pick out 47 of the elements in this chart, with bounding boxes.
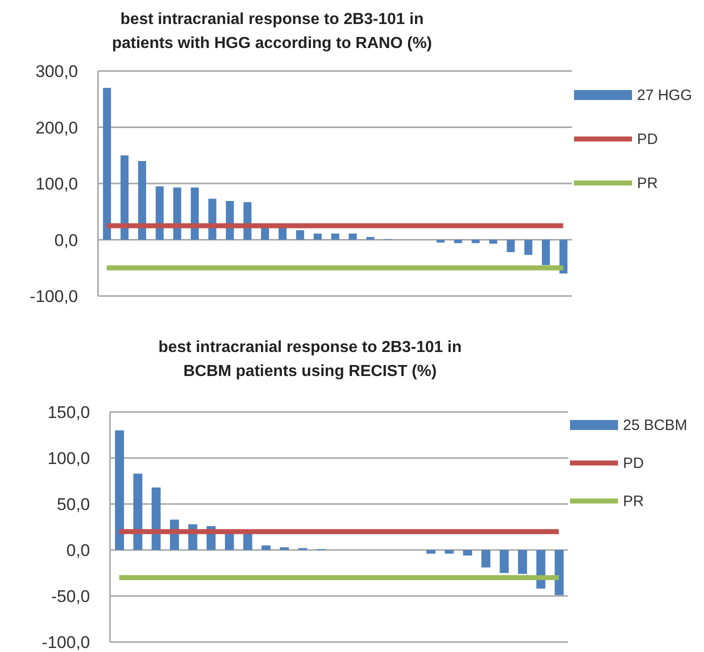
bar bbox=[152, 487, 161, 550]
legend-label: PR bbox=[637, 174, 658, 192]
bar bbox=[559, 240, 568, 274]
bar bbox=[120, 155, 129, 240]
bar bbox=[331, 234, 340, 240]
bar bbox=[518, 550, 528, 574]
bar bbox=[280, 547, 289, 550]
y-tick-label: 200,0 bbox=[35, 118, 78, 138]
y-tick-label: 0,0 bbox=[54, 230, 78, 250]
bar bbox=[554, 550, 564, 596]
y-tick-label: 0,0 bbox=[66, 541, 90, 560]
bar bbox=[444, 550, 454, 554]
legend-label: 27 HGG bbox=[637, 86, 692, 104]
bar bbox=[156, 186, 164, 240]
bar bbox=[481, 550, 490, 568]
chart-title: best intracranial response to 2B3-101 in BCBM patients using RECIST (%) bbox=[157, 338, 463, 382]
y-tick-label: -100,0 bbox=[30, 287, 78, 306]
bar bbox=[138, 161, 146, 240]
bar bbox=[296, 230, 304, 240]
bar bbox=[348, 234, 357, 240]
y-tick-label: 300,0 bbox=[35, 62, 78, 82]
bar bbox=[524, 240, 532, 255]
bar bbox=[243, 532, 252, 550]
legend-label: PD bbox=[637, 130, 658, 148]
y-tick-label: 50,0 bbox=[56, 495, 90, 514]
bar bbox=[542, 240, 550, 266]
y-tick-label: 100,0 bbox=[47, 449, 90, 468]
bar bbox=[115, 430, 124, 550]
y-tick-label: 100,0 bbox=[35, 174, 78, 194]
y-tick-label: -100,0 bbox=[42, 633, 90, 652]
legend-label: 25 BCBM bbox=[623, 416, 688, 434]
bar bbox=[426, 550, 436, 554]
bar bbox=[463, 550, 472, 556]
bar bbox=[103, 88, 111, 240]
bar bbox=[366, 236, 374, 240]
bar bbox=[133, 474, 142, 550]
chart-title: best intracranial response to 2B3-101 in patients with HGG according to RANO (%) bbox=[110, 10, 433, 54]
legend-label: PD bbox=[623, 454, 644, 472]
bar bbox=[506, 240, 515, 252]
y-tick-label: 150,0 bbox=[47, 403, 90, 422]
bar bbox=[190, 187, 199, 240]
legend-label: PR bbox=[623, 492, 644, 510]
y-tick-label: -50,0 bbox=[51, 587, 90, 606]
bar bbox=[173, 187, 182, 240]
bar bbox=[262, 545, 271, 550]
bar bbox=[500, 550, 509, 573]
bar bbox=[314, 234, 322, 240]
